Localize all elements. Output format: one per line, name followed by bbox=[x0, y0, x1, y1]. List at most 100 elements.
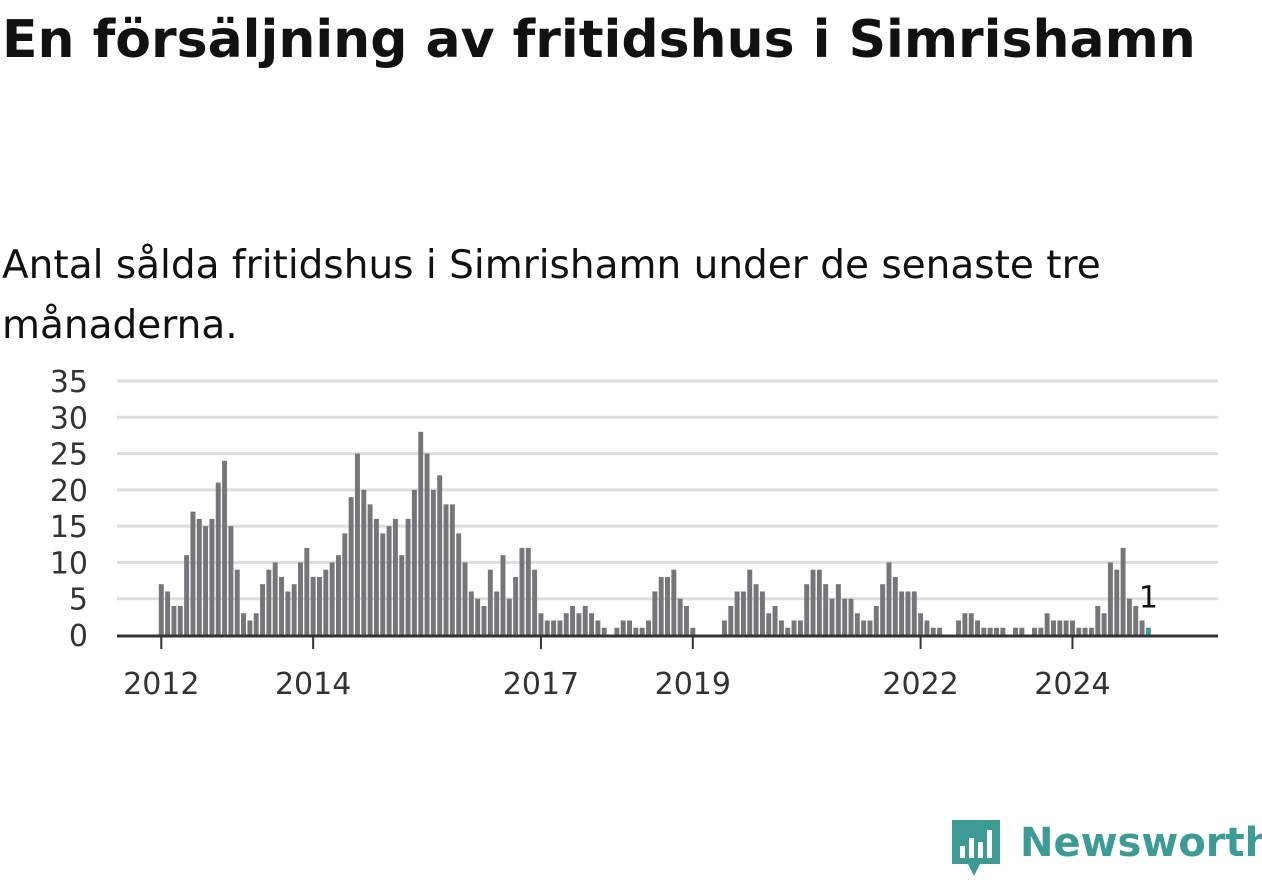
bar bbox=[304, 547, 310, 635]
bar bbox=[291, 584, 297, 635]
bar bbox=[424, 453, 430, 635]
bar bbox=[234, 569, 240, 635]
y-tick-label: 25 bbox=[50, 438, 88, 473]
bar bbox=[671, 569, 677, 635]
bar bbox=[975, 620, 981, 635]
bar bbox=[721, 620, 727, 635]
bar bbox=[323, 569, 329, 635]
bar bbox=[399, 555, 405, 635]
bar bbox=[184, 555, 190, 635]
bar bbox=[342, 533, 348, 635]
bar bbox=[734, 591, 740, 635]
bar bbox=[317, 576, 322, 635]
bar bbox=[582, 605, 588, 635]
x-tick-label: 2019 bbox=[655, 667, 731, 702]
last-value-label: 1 bbox=[1139, 581, 1158, 616]
x-tick-label: 2017 bbox=[503, 667, 579, 702]
bar bbox=[867, 620, 873, 635]
bar bbox=[215, 482, 221, 635]
y-tick-label: 30 bbox=[50, 401, 88, 436]
bar bbox=[310, 576, 316, 635]
bar bbox=[905, 591, 911, 635]
x-tick-label: 2024 bbox=[1034, 667, 1110, 702]
bar bbox=[519, 547, 525, 635]
bar bbox=[601, 627, 607, 635]
bar bbox=[247, 620, 253, 635]
bar bbox=[924, 620, 930, 635]
bar bbox=[816, 569, 822, 635]
bar bbox=[386, 526, 392, 635]
y-tick-label: 5 bbox=[69, 583, 88, 618]
bar bbox=[177, 605, 183, 635]
bar bbox=[1107, 562, 1113, 635]
y-tick-label: 0 bbox=[69, 619, 88, 654]
bar bbox=[987, 627, 993, 635]
bar bbox=[918, 613, 924, 635]
bar bbox=[614, 627, 620, 635]
bar bbox=[494, 591, 500, 635]
x-tick-label: 2022 bbox=[882, 667, 958, 702]
bar bbox=[886, 562, 892, 635]
bar bbox=[1032, 627, 1037, 635]
bar bbox=[557, 620, 563, 635]
bar bbox=[1038, 627, 1044, 635]
bar bbox=[937, 627, 943, 635]
bar bbox=[544, 620, 550, 635]
bar bbox=[1070, 620, 1075, 635]
bar bbox=[380, 533, 386, 635]
brand-name: Newsworthy bbox=[1020, 820, 1262, 866]
bar bbox=[1114, 569, 1120, 635]
bar bbox=[835, 584, 841, 635]
bar bbox=[1044, 613, 1050, 635]
bar bbox=[563, 613, 569, 635]
brand-logo: Newsworthy bbox=[950, 818, 1262, 878]
bar bbox=[804, 584, 810, 635]
bar bbox=[1019, 627, 1025, 635]
bar bbox=[500, 555, 506, 635]
bar bbox=[1057, 620, 1063, 635]
bar bbox=[854, 613, 860, 635]
bar bbox=[228, 526, 234, 635]
bar bbox=[1145, 627, 1151, 635]
bar bbox=[759, 591, 765, 635]
bar bbox=[823, 584, 829, 635]
bar bbox=[361, 489, 367, 635]
bar bbox=[266, 569, 272, 635]
bar bbox=[956, 620, 962, 635]
bar bbox=[525, 547, 531, 635]
y-tick-label: 15 bbox=[50, 510, 88, 545]
bar bbox=[994, 627, 1000, 635]
bar bbox=[930, 627, 936, 635]
bar bbox=[298, 562, 303, 635]
bar bbox=[911, 591, 917, 635]
bar bbox=[1133, 605, 1139, 635]
bar bbox=[633, 627, 639, 635]
bar bbox=[873, 605, 879, 635]
bar bbox=[203, 526, 209, 635]
bar bbox=[570, 605, 576, 635]
bar bbox=[475, 598, 481, 635]
bar bbox=[892, 576, 898, 635]
bar bbox=[336, 555, 341, 635]
bar bbox=[551, 620, 557, 635]
bar bbox=[1000, 627, 1006, 635]
bar bbox=[1139, 620, 1145, 635]
annotations: 1 bbox=[1139, 581, 1158, 616]
bar bbox=[165, 591, 171, 635]
bar bbox=[443, 504, 449, 635]
bar bbox=[861, 620, 867, 635]
bar bbox=[576, 613, 582, 635]
bar bbox=[1076, 627, 1082, 635]
bar bbox=[690, 627, 696, 635]
bar bbox=[253, 613, 259, 635]
bar bbox=[747, 569, 753, 635]
bar bbox=[468, 591, 474, 635]
bar bbox=[430, 489, 436, 635]
bar bbox=[785, 627, 791, 635]
bar bbox=[627, 620, 633, 635]
gridlines bbox=[117, 379, 1218, 601]
bar bbox=[329, 562, 335, 635]
bar bbox=[209, 518, 215, 635]
bar bbox=[1101, 613, 1107, 635]
